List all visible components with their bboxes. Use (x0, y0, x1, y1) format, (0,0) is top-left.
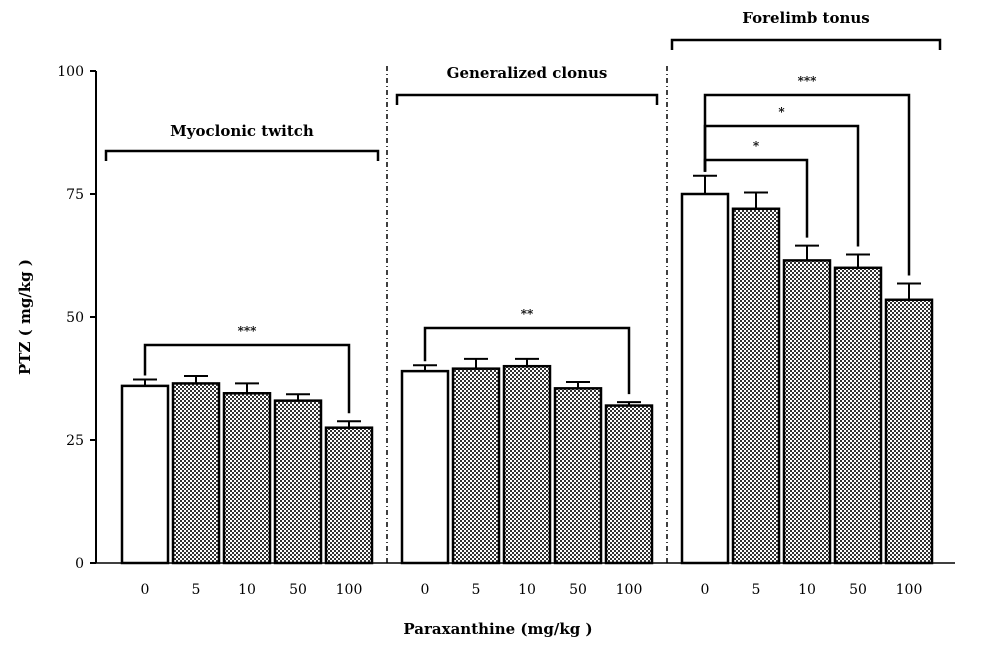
x-tick-label: 5 (752, 582, 761, 598)
x-tick-label: 10 (238, 582, 256, 598)
y-tick-label: 75 (66, 187, 84, 203)
bar (680, 192, 730, 565)
bar (451, 367, 501, 565)
x-tick-label: 50 (849, 582, 867, 598)
x-tick-label: 100 (896, 582, 923, 598)
group-title: Generalized clonus (447, 64, 608, 82)
significance-label: *** (798, 74, 818, 88)
bar (782, 259, 832, 565)
group-bracket (395, 93, 659, 105)
bar (553, 387, 603, 565)
significance-label: *** (238, 324, 258, 338)
bar (833, 266, 883, 565)
significance-bracket (143, 343, 351, 414)
x-tick-label: 10 (518, 582, 536, 598)
bar (171, 382, 221, 565)
bar (604, 404, 654, 565)
y-axis-title: PTZ ( mg/kg ) (16, 259, 34, 375)
group-title: Myoclonic twitch (170, 122, 314, 140)
significance-bracket (703, 93, 911, 276)
x-tick-label: 10 (798, 582, 816, 598)
significance-label: * (753, 139, 760, 153)
group-bracket (104, 149, 380, 161)
x-tick-label: 5 (472, 582, 481, 598)
bar (222, 392, 272, 565)
x-tick-label: 100 (616, 582, 643, 598)
x-tick-label: 50 (569, 582, 587, 598)
bar (400, 369, 450, 565)
significance-bracket (423, 326, 631, 395)
x-tick-label: 100 (336, 582, 363, 598)
bar (731, 207, 781, 565)
bar-group: Generalized clonus 0 5 10 50 100 ** (395, 64, 659, 598)
x-tick-label: 50 (289, 582, 307, 598)
x-axis-title: Paraxanthine (mg/kg ) (403, 620, 592, 638)
y-tick-label: 0 (75, 556, 84, 572)
group-title: Forelimb tonus (742, 9, 869, 27)
bar (324, 426, 374, 565)
x-tick-label: 0 (421, 582, 430, 598)
x-tick-label: 5 (192, 582, 201, 598)
bar (120, 384, 170, 565)
x-tick-label: 0 (701, 582, 710, 598)
y-tick-label: 100 (57, 64, 84, 80)
x-tick-label: 0 (141, 582, 150, 598)
significance-label: * (778, 105, 785, 119)
y-tick-label: 25 (66, 433, 84, 449)
bar-group: Myoclonic twitch 0 5 10 50 100 *** (104, 122, 380, 598)
bar (502, 364, 552, 565)
significance-label: ** (521, 307, 534, 321)
group-bracket (670, 38, 942, 50)
bar (273, 399, 323, 565)
bar (884, 298, 934, 565)
y-tick-label: 50 (66, 310, 84, 326)
